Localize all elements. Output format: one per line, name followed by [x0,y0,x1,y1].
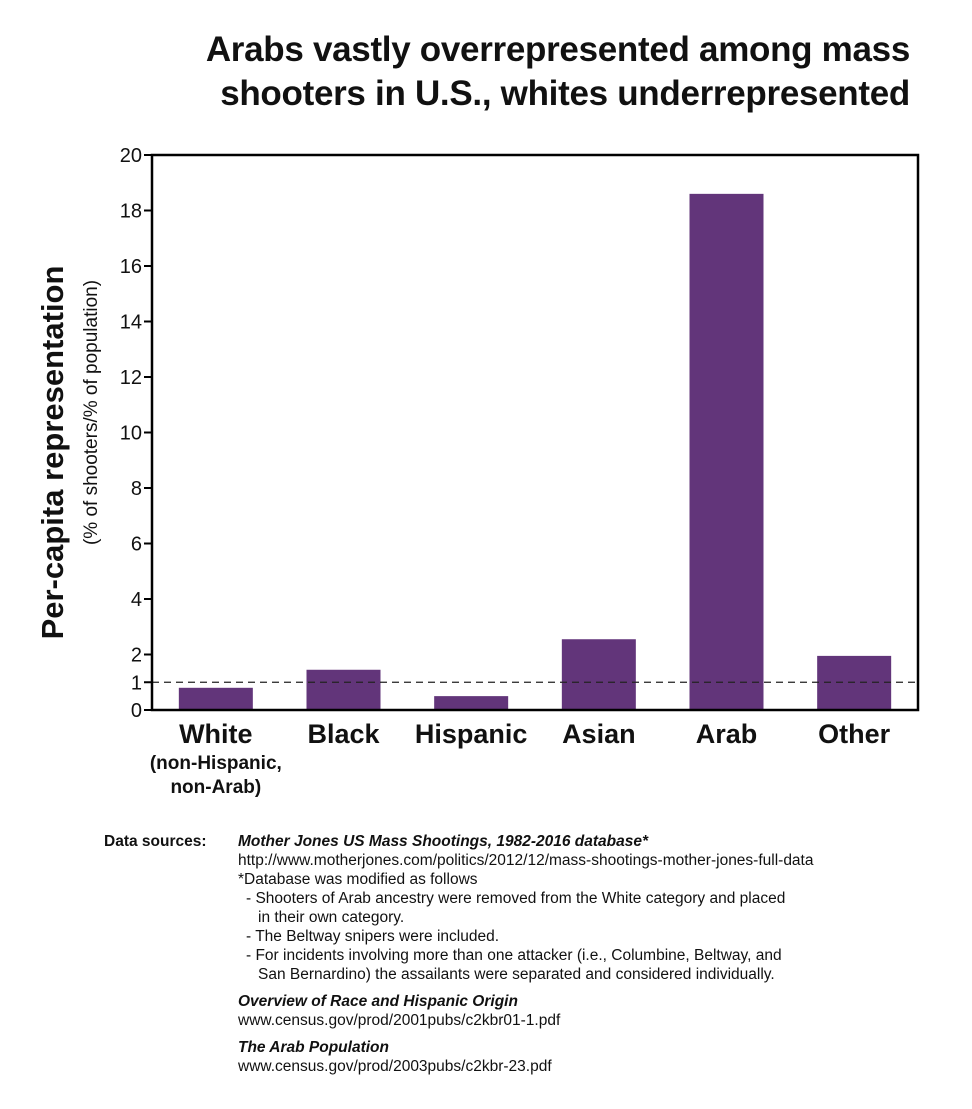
bar-asian [561,639,636,710]
source-1-bullet-3a: - For incidents involving more than one … [246,947,782,964]
y-tick-label-4: 4 [131,589,142,611]
source-1-note: *Database was modified as follows [238,871,478,888]
source-1-bullet-1a: - Shooters of Arab ancestry were removed… [246,890,786,907]
y-axis-sublabel: (% of shooters/% of population) [81,280,102,545]
chart-title-line-1: Arabs vastly overrepresented among mass [205,30,910,69]
y-tick-label-12: 12 [120,367,142,389]
y-tick-label-10: 10 [120,423,142,445]
x-label-other: Other [818,719,891,749]
chart-title: Arabs vastly overrepresented among mass … [40,28,910,116]
bar-arab [689,193,764,711]
source-1-bullet-3b: San Bernardino) the assailants were sepa… [258,966,775,983]
bar-hispanic [434,696,509,710]
y-tick-label-20: 20 [120,145,142,167]
bar-other [817,655,892,710]
source-1-bullet-2: - The Beltway snipers were included. [246,928,500,945]
y-tick-label-1: 1 [131,672,142,694]
x-axis-labels: White (non-Hispanic, non-Arab) Black Hispani… [150,719,891,798]
y-tick-label-2: 2 [131,645,142,667]
source-2-title: Overview of Race and Hispanic Origin [238,993,518,1010]
x-label-arab: Arab [696,719,758,749]
source-1-bullet-1b: in their own category. [258,909,405,926]
y-tick-label-8: 8 [131,478,142,500]
x-label-hispanic: Hispanic [415,719,528,749]
data-sources: Data sources: Mother Jones US Mass Shoot… [104,832,924,1076]
x-label-asian: Asian [562,719,636,749]
chart-title-line-2: shooters in U.S., whites underrepresente… [220,74,910,113]
y-tick-label-16: 16 [120,256,142,278]
bars-layer [178,193,892,711]
y-tick-label-6: 6 [131,534,142,556]
bar-white [178,687,253,710]
source-3-title: The Arab Population [238,1039,389,1056]
x-label-white: White [179,719,253,749]
source-2-url: www.census.gov/prod/2001pubs/c2kbr01-1.p… [238,1012,561,1029]
y-axis-label: Per-capita representation [35,266,70,640]
plot-frame [150,153,920,712]
source-3-url: www.census.gov/prod/2003pubs/c2kbr-23.pd… [238,1058,552,1075]
data-sources-label: Data sources: [104,833,207,850]
y-tick-label-14: 14 [120,312,142,334]
y-tick-label-0: 0 [131,700,142,722]
source-1-title: Mother Jones US Mass Shootings, 1982-201… [238,833,649,850]
source-1-url: http://www.motherjones.com/politics/2012… [238,852,814,869]
bar-black [306,669,381,710]
x-label-black: Black [307,719,380,749]
x-sublabel-white-1: (non-Hispanic, [150,753,282,774]
y-tick-label-18: 18 [120,201,142,223]
x-sublabel-white-2: non-Arab) [170,777,261,798]
